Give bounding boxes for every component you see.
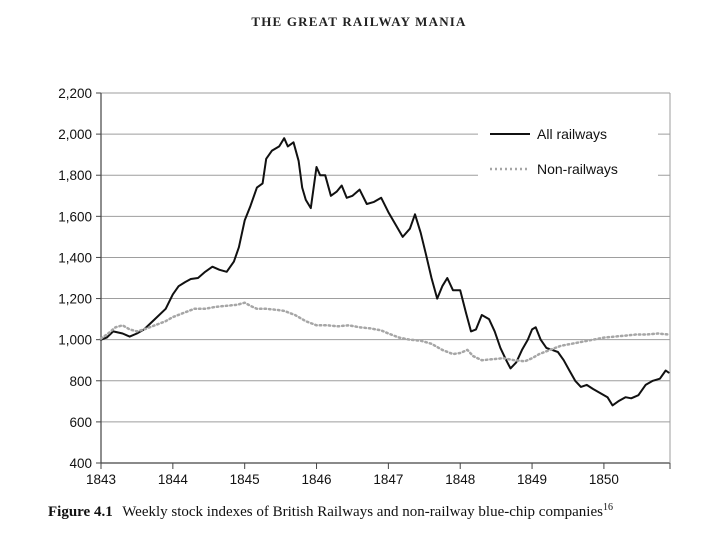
series-line-non-railways bbox=[99, 301, 670, 363]
x-tick-label: 1843 bbox=[86, 472, 116, 487]
x-axis-tick-labels: 1843 1844 1845 1846 1847 1848 1849 1850 bbox=[86, 472, 619, 487]
y-tick-label: 1,200 bbox=[58, 292, 92, 307]
figure-caption: Figure 4.1 Weekly stock indexes of Briti… bbox=[48, 502, 708, 521]
y-tick-label: 2,000 bbox=[58, 127, 92, 142]
running-header: THE GREAT RAILWAY MANIA bbox=[251, 14, 467, 29]
y-tick-label: 1,600 bbox=[58, 209, 92, 224]
x-tick-label: 1849 bbox=[517, 472, 547, 487]
figure-label: Figure 4.1 bbox=[48, 504, 113, 520]
x-tick-label: 1844 bbox=[158, 472, 189, 487]
y-tick-label: 600 bbox=[69, 415, 92, 430]
x-tick-label: 1845 bbox=[230, 472, 260, 487]
y-tick-label: 1,000 bbox=[58, 333, 92, 348]
legend-label-non-railways: Non-railways bbox=[537, 161, 618, 177]
y-axis-tick-labels: 400 600 800 1,000 1,200 1,400 1,600 1,800 2,000 2… bbox=[58, 86, 92, 471]
x-tick-label: 1848 bbox=[445, 472, 475, 487]
chart-legend: All railways Non-railways bbox=[478, 118, 658, 188]
figure-caption-text: Weekly stock indexes of British Railways… bbox=[122, 504, 603, 520]
chart-axes bbox=[96, 92, 671, 469]
y-tick-label: 400 bbox=[69, 456, 92, 471]
y-tick-label: 1,800 bbox=[58, 168, 92, 183]
figure-footnote-marker: 16 bbox=[602, 502, 613, 513]
stock-index-chart: 400 600 800 1,000 1,200 1,400 1,600 1,800 2,000 2… bbox=[58, 86, 671, 487]
legend-label-all-railways: All railways bbox=[537, 126, 607, 142]
y-tick-label: 1,400 bbox=[58, 250, 92, 265]
x-tick-label: 1850 bbox=[589, 472, 619, 487]
y-tick-label: 800 bbox=[69, 374, 92, 389]
y-tick-label: 2,200 bbox=[58, 86, 92, 101]
chart-series bbox=[99, 137, 670, 407]
x-tick-label: 1846 bbox=[302, 472, 332, 487]
series-line-all-railways bbox=[100, 137, 670, 407]
x-tick-label: 1847 bbox=[373, 472, 403, 487]
